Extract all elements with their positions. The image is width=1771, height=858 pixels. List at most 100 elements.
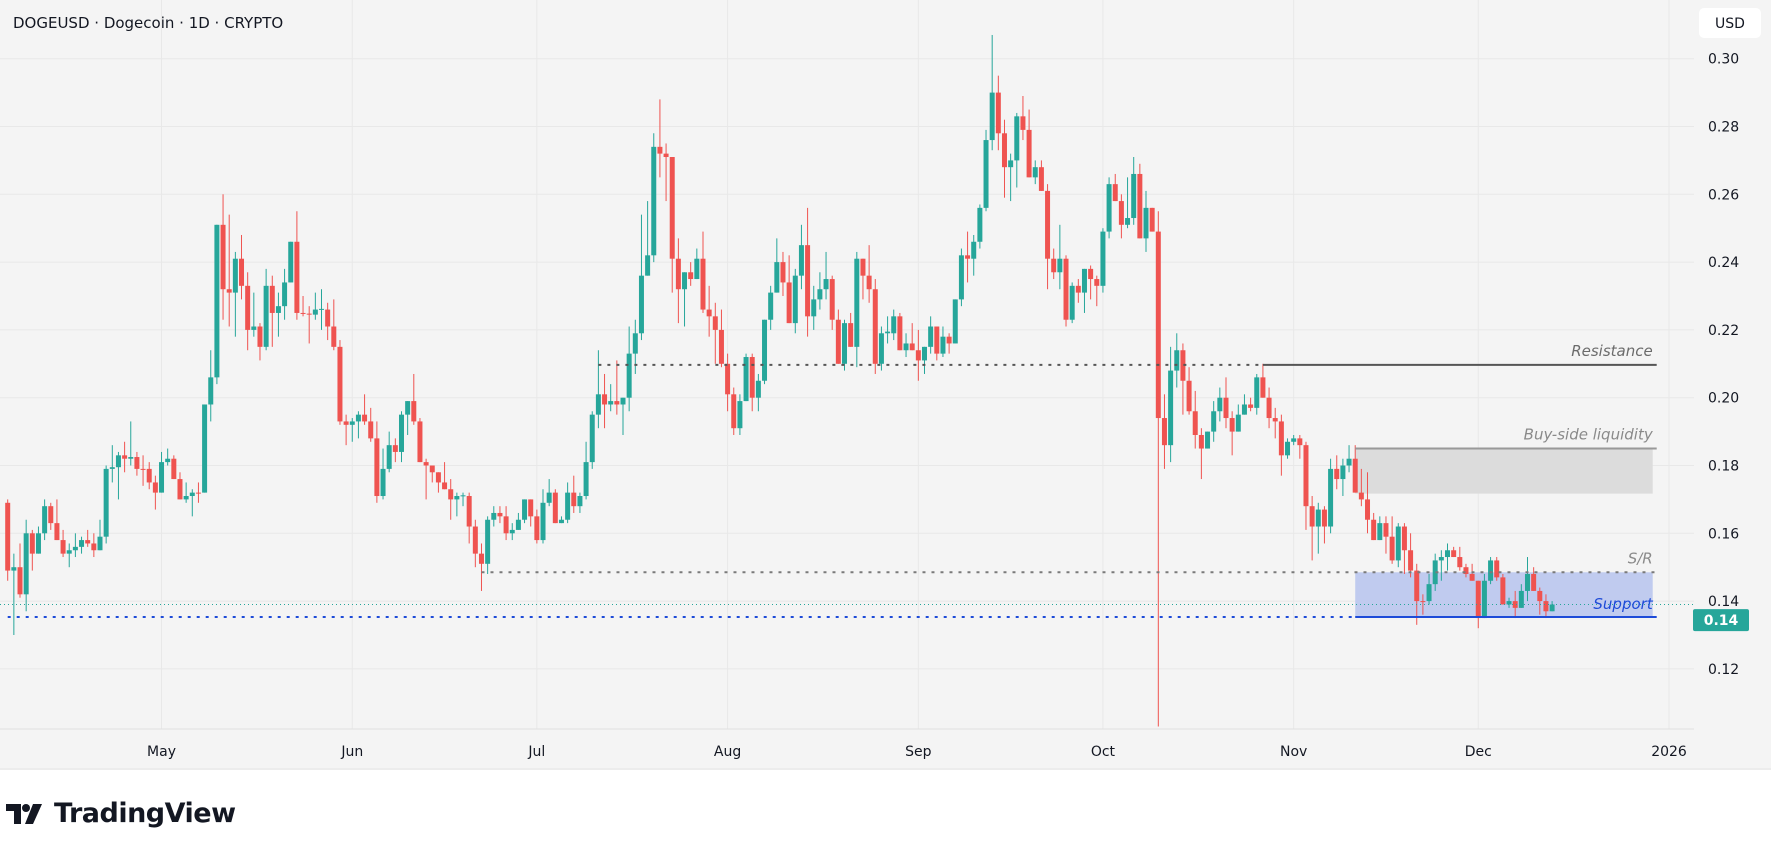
candle-body — [1512, 601, 1518, 608]
candle-body — [503, 516, 509, 534]
candle-body — [983, 140, 989, 208]
candle-body — [946, 336, 952, 344]
candle-body — [768, 292, 774, 320]
candle — [1383, 516, 1389, 554]
candle-body — [694, 258, 700, 280]
candle — [1358, 468, 1364, 507]
candle — [1537, 587, 1543, 615]
candle-body — [595, 394, 601, 415]
candle-body — [602, 394, 608, 405]
candle — [1328, 458, 1334, 534]
candle-body — [220, 224, 226, 290]
candle-body — [725, 363, 731, 395]
candle-body — [571, 492, 577, 507]
candle — [682, 272, 688, 327]
currency-button-bg[interactable] — [1699, 8, 1761, 38]
candle-body — [1032, 167, 1038, 178]
candle — [1303, 441, 1309, 530]
candle — [245, 272, 251, 351]
candle — [1045, 184, 1051, 290]
candle-body — [577, 496, 583, 507]
candle — [1278, 414, 1284, 476]
candle-body — [189, 492, 195, 497]
candle — [891, 309, 897, 341]
sr-label: S/R — [1628, 549, 1653, 567]
candle-body — [608, 401, 614, 405]
candle — [688, 262, 694, 286]
candle — [1518, 584, 1524, 608]
candle — [1481, 573, 1487, 619]
candle-body — [331, 326, 337, 347]
candle-body — [1026, 129, 1032, 178]
candle — [454, 492, 460, 517]
candle-body — [1383, 523, 1389, 537]
candle-body — [1432, 560, 1438, 585]
candle-body — [134, 457, 140, 469]
time-axis[interactable]: May Jun Jul Aug Sep Oct Nov Dec 2026 — [0, 728, 1694, 760]
candle — [583, 441, 589, 500]
candle-body — [1008, 160, 1014, 168]
candle — [768, 285, 774, 330]
candle-body — [737, 401, 743, 429]
candle-body — [651, 146, 657, 256]
candle-body — [1451, 550, 1457, 558]
candle — [940, 326, 946, 358]
candle-body — [878, 333, 884, 364]
candle — [319, 289, 325, 330]
candle-body — [675, 258, 681, 290]
candle — [1161, 394, 1167, 469]
candle — [995, 75, 1001, 151]
candle-body — [1481, 580, 1487, 619]
candle-body — [1254, 377, 1260, 408]
currency-label[interactable]: USD — [1715, 16, 1745, 32]
last-price-label: 0.14 — [1704, 613, 1739, 629]
tradingview-logo[interactable]: TradingView — [6, 798, 236, 829]
candle — [275, 292, 281, 337]
candle — [1531, 567, 1537, 591]
candle — [134, 451, 140, 476]
candle-body — [146, 468, 152, 483]
candle — [202, 404, 208, 493]
candle-body — [534, 516, 540, 541]
candle — [11, 553, 17, 635]
candle — [872, 279, 878, 374]
currency-button[interactable]: USD — [1699, 8, 1761, 38]
price-tick-label: 0.24 — [1708, 255, 1739, 271]
candle-body — [466, 496, 472, 527]
candle — [1094, 275, 1100, 307]
candle-body — [1328, 468, 1334, 527]
candle — [657, 99, 663, 178]
chart-frame[interactable] — [0, 0, 1771, 770]
candle — [48, 502, 54, 530]
candle-body — [269, 285, 275, 313]
candle — [749, 353, 755, 412]
candle-body — [706, 309, 712, 317]
candle-body — [85, 540, 91, 544]
candle-body — [589, 414, 595, 463]
candle-body — [368, 421, 374, 439]
candle-body — [312, 309, 318, 315]
candle-body — [1531, 573, 1537, 591]
candle — [817, 272, 823, 310]
candle — [1414, 563, 1420, 625]
candle — [1334, 455, 1340, 490]
candle — [122, 441, 128, 473]
price-axis[interactable]: 0.12 0.14 0.16 0.18 0.20 0.22 0.24 0.26 0.28 0.30 — [1708, 52, 1739, 678]
candle — [534, 509, 540, 544]
candle-body — [669, 157, 675, 259]
candle — [1488, 557, 1494, 585]
candle — [411, 373, 417, 425]
candle — [958, 248, 964, 307]
candle-body — [1371, 519, 1377, 541]
candle — [885, 316, 891, 344]
candle — [1032, 160, 1038, 185]
candle-body — [860, 258, 866, 276]
candle-body — [497, 512, 503, 517]
last-price-badge: 0.14 — [1693, 609, 1749, 632]
candle-body — [1266, 397, 1272, 419]
candle-body — [682, 272, 688, 290]
buy-side-liquidity-label: Buy-side liquidity — [1524, 426, 1654, 444]
candle — [1371, 512, 1377, 541]
candle-body — [398, 414, 404, 452]
